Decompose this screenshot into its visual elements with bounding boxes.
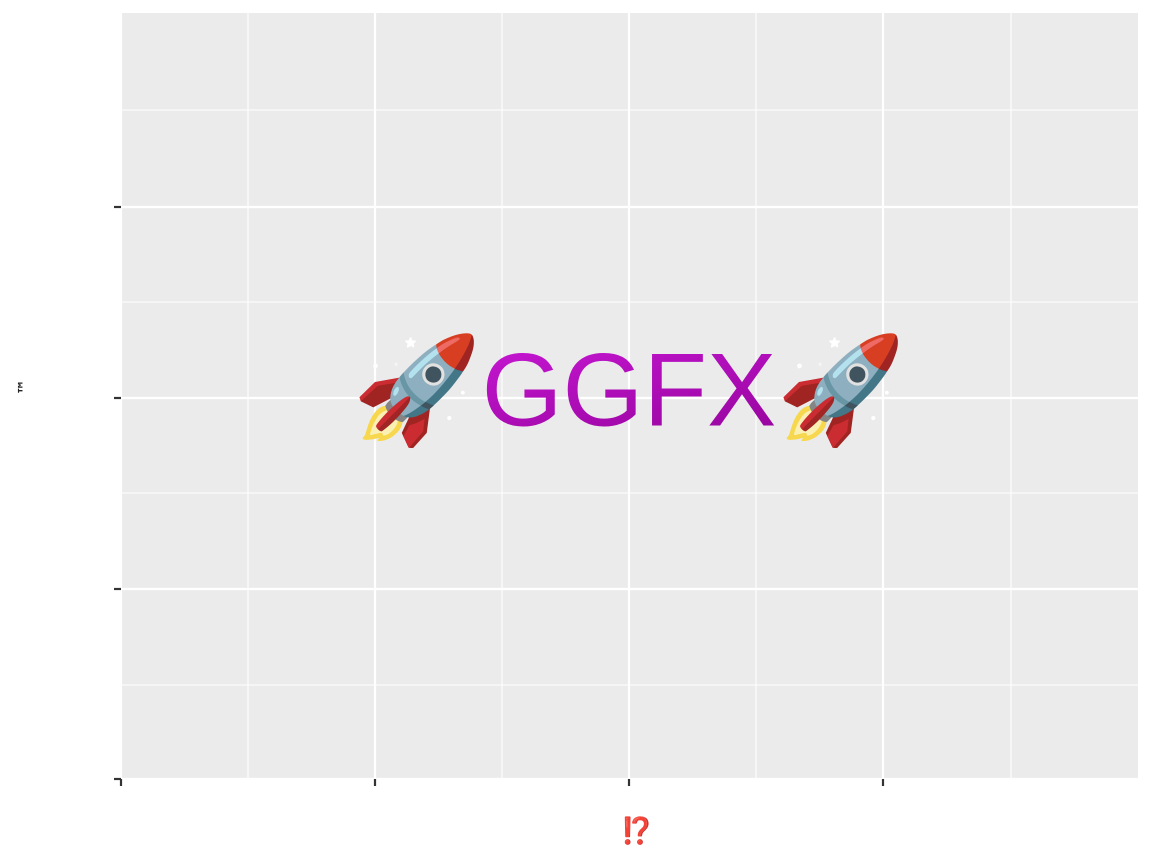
ticks xyxy=(114,205,885,786)
grid xyxy=(119,13,1138,781)
x-axis-label: ⁉️ xyxy=(621,816,653,847)
y-axis-label: ™ xyxy=(15,379,34,395)
chart-title: 🚀GGFX🚀 xyxy=(352,330,906,448)
